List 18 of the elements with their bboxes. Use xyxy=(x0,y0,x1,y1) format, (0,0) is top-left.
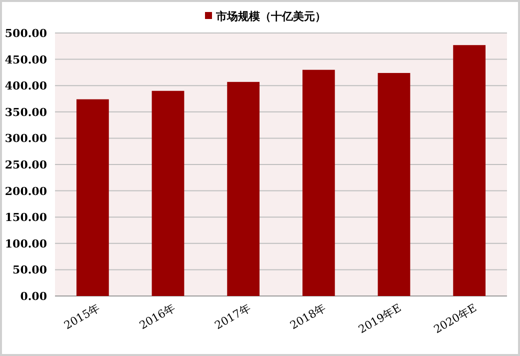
bar xyxy=(152,90,184,296)
bar xyxy=(378,72,410,296)
y-tick-label: 350.00 xyxy=(4,106,48,119)
y-tick-label: 100.00 xyxy=(4,237,48,250)
y-tick-label: 450.00 xyxy=(4,53,48,66)
y-tick-label: 400.00 xyxy=(4,80,48,93)
y-tick-label: 250.00 xyxy=(4,158,48,172)
y-tick-label: 200.00 xyxy=(4,184,48,198)
y-tick-label: 0.00 xyxy=(20,290,48,303)
y-tick-label: 300.00 xyxy=(4,132,48,146)
bar xyxy=(302,70,335,296)
y-tick-label: 150.00 xyxy=(4,211,48,224)
bar xyxy=(453,45,486,296)
bar xyxy=(227,82,260,296)
legend-label: 市场规模（十亿美元） xyxy=(215,10,326,23)
bar xyxy=(76,99,109,296)
y-tick-label: 500.00 xyxy=(4,27,48,40)
y-tick-label: 50.00 xyxy=(12,264,48,277)
